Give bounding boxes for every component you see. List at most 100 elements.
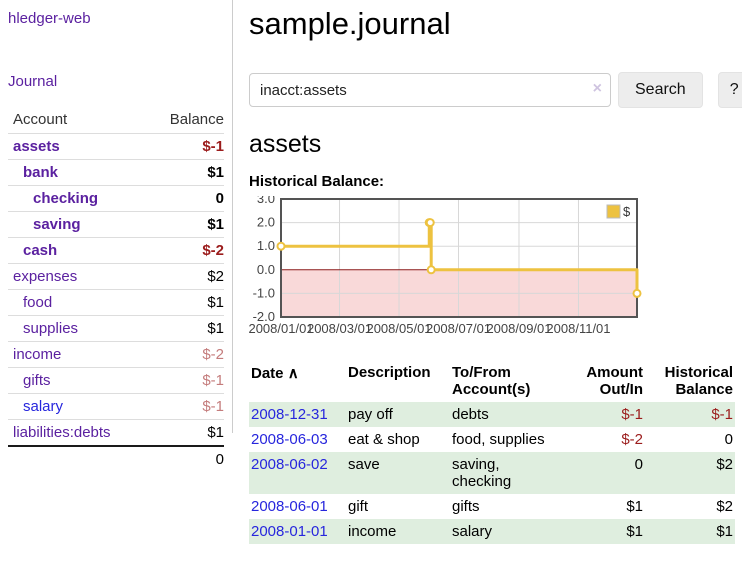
account-balance: $-1: [149, 367, 224, 394]
account-row: saving $1: [8, 211, 224, 238]
transaction-description: pay off: [348, 406, 393, 423]
transaction-amount: $1: [626, 523, 643, 540]
account-row: assets $-1: [8, 133, 224, 160]
search-input[interactable]: [249, 73, 611, 107]
account-link[interactable]: saving: [33, 216, 81, 233]
chart-wrap: $3.0 2.0 1.0 0.0 -1.0 -2.0 2008/01/01 2008/03/0…: [248, 191, 742, 342]
chart-ytick-label: -2.0: [253, 309, 275, 324]
chart-ytick-label: 0.0: [257, 262, 275, 277]
page: hledger-web Journal Account Balance asse…: [0, 0, 742, 544]
accounts-total-value: 0: [149, 445, 224, 472]
sidebar-item-journal[interactable]: Journal: [8, 73, 58, 90]
account-link[interactable]: checking: [33, 190, 99, 207]
account-link[interactable]: supplies: [23, 320, 79, 337]
sort-ascending-icon: ∧: [287, 365, 299, 382]
account-link[interactable]: liabilities:debts: [13, 424, 111, 441]
account-balance: 0: [149, 185, 224, 212]
chart-xtick-label: 2008/07/01: [426, 321, 491, 336]
account-balance: $1: [149, 211, 224, 238]
transaction-amount: $1: [626, 498, 643, 515]
register-header-date-label: Date: [251, 365, 284, 382]
account-link[interactable]: salary: [23, 398, 64, 415]
account-balance: $-1: [149, 393, 224, 420]
chart-label: Historical Balance:: [249, 173, 385, 190]
chart-xtick-label: 2008/09/01: [486, 321, 551, 336]
app-title-link[interactable]: hledger-web: [8, 10, 91, 27]
chart-ytick-label: 1.0: [257, 238, 275, 253]
transaction-balance: $1: [716, 523, 733, 540]
search-form: × Search ?: [249, 72, 742, 108]
chart-ytick-label: 2.0: [257, 215, 275, 230]
sidebar: hledger-web Journal Account Balance asse…: [0, 0, 233, 472]
transaction-row[interactable]: 2008-06-01 gift gifts $1 $2: [249, 494, 735, 519]
register-table: Date ∧ Description To/From Account(s) Am…: [249, 362, 735, 544]
account-row: income $-2: [8, 341, 224, 368]
accounts-table: Account Balance assets $-1 bank $1 checking 0…: [8, 108, 224, 472]
transaction-balance: 0: [724, 431, 733, 448]
register-header-accounts: To/From Account(s): [452, 364, 531, 398]
account-balance: $1: [149, 289, 224, 316]
account-row: bank $1: [8, 159, 224, 186]
chart-xtick-label: 2008/05/01: [366, 321, 431, 336]
accounts-header-row: Account Balance: [8, 108, 224, 134]
transaction-row[interactable]: 2008-01-01 income salary $1 $1: [249, 519, 735, 544]
transaction-accounts: food, supplies: [452, 431, 545, 448]
transaction-description: save: [348, 456, 380, 473]
register-header-amount: Amount Out/In: [586, 364, 643, 398]
transaction-date-link[interactable]: 2008-12-31: [251, 406, 328, 423]
chart-xtick-label: 2008/11/01: [546, 321, 610, 336]
clear-search-icon[interactable]: ×: [592, 80, 602, 97]
search-button[interactable]: Search: [618, 72, 703, 108]
account-link[interactable]: bank: [23, 164, 59, 181]
account-row: supplies $1: [8, 315, 224, 342]
transaction-amount: $-1: [621, 406, 643, 423]
transaction-date-link[interactable]: 2008-06-02: [251, 456, 328, 473]
transaction-balance: $2: [716, 456, 733, 473]
account-link[interactable]: assets: [13, 138, 60, 155]
chart-legend-swatch: [606, 204, 621, 219]
transaction-balance: $2: [716, 498, 733, 515]
account-row: cash $-2: [8, 237, 224, 264]
help-button[interactable]: ?: [717, 72, 742, 108]
register-header-date[interactable]: Date ∧: [249, 362, 346, 402]
transaction-row[interactable]: 2008-06-02 save saving, checking 0 $2: [249, 452, 735, 494]
account-row: checking 0: [8, 185, 224, 212]
accounts-header-account: Account: [8, 108, 150, 134]
chart-data-point: [426, 265, 436, 275]
transaction-row[interactable]: 2008-06-03 eat & shop food, supplies $-2 0: [249, 427, 735, 452]
accounts-header-balance: Balance: [149, 108, 224, 134]
account-link[interactable]: expenses: [13, 268, 78, 285]
page-title: sample.journal: [249, 6, 451, 41]
account-link[interactable]: cash: [23, 242, 58, 259]
transaction-balance: $-1: [711, 406, 733, 423]
transaction-row[interactable]: 2008-12-31 pay off debts $-1 $-1: [249, 402, 735, 427]
account-balance: $2: [149, 263, 224, 290]
register-header-description: Description: [348, 364, 431, 381]
account-link[interactable]: gifts: [23, 372, 51, 389]
account-balance: $1: [149, 419, 224, 447]
transaction-date-link[interactable]: 2008-06-01: [251, 498, 328, 515]
account-balance: $1: [149, 315, 224, 342]
accounts-total-row: 0: [8, 445, 224, 472]
transaction-amount: 0: [634, 456, 643, 473]
chart-xtick-label: 2008/03/01: [307, 321, 372, 336]
accounts-total-spacer: [8, 445, 150, 472]
chart-ytick-label: -1.0: [253, 285, 275, 300]
account-link[interactable]: food: [23, 294, 53, 311]
account-link[interactable]: income: [13, 346, 62, 363]
account-heading: assets: [249, 130, 322, 158]
chart-data-point: [632, 288, 642, 298]
transaction-description: eat & shop: [348, 431, 420, 448]
chart-legend-label: $: [623, 204, 631, 219]
account-row: gifts $-1: [8, 367, 224, 394]
main-content: sample.journal × Search ? assets Histori…: [233, 0, 742, 544]
transaction-accounts: salary: [452, 523, 493, 540]
transaction-accounts: debts: [452, 406, 489, 423]
historical-balance-chart: $3.0 2.0 1.0 0.0 -1.0 -2.02008/01/012008/03/0…: [248, 191, 642, 336]
account-row: food $1: [8, 289, 224, 316]
transaction-date-link[interactable]: 2008-01-01: [251, 523, 328, 540]
account-row: liabilities:debts $1: [8, 419, 224, 447]
account-balance: $-1: [149, 133, 224, 160]
chart-ytick-label: 3.0: [257, 196, 275, 206]
transaction-date-link[interactable]: 2008-06-03: [251, 431, 328, 448]
